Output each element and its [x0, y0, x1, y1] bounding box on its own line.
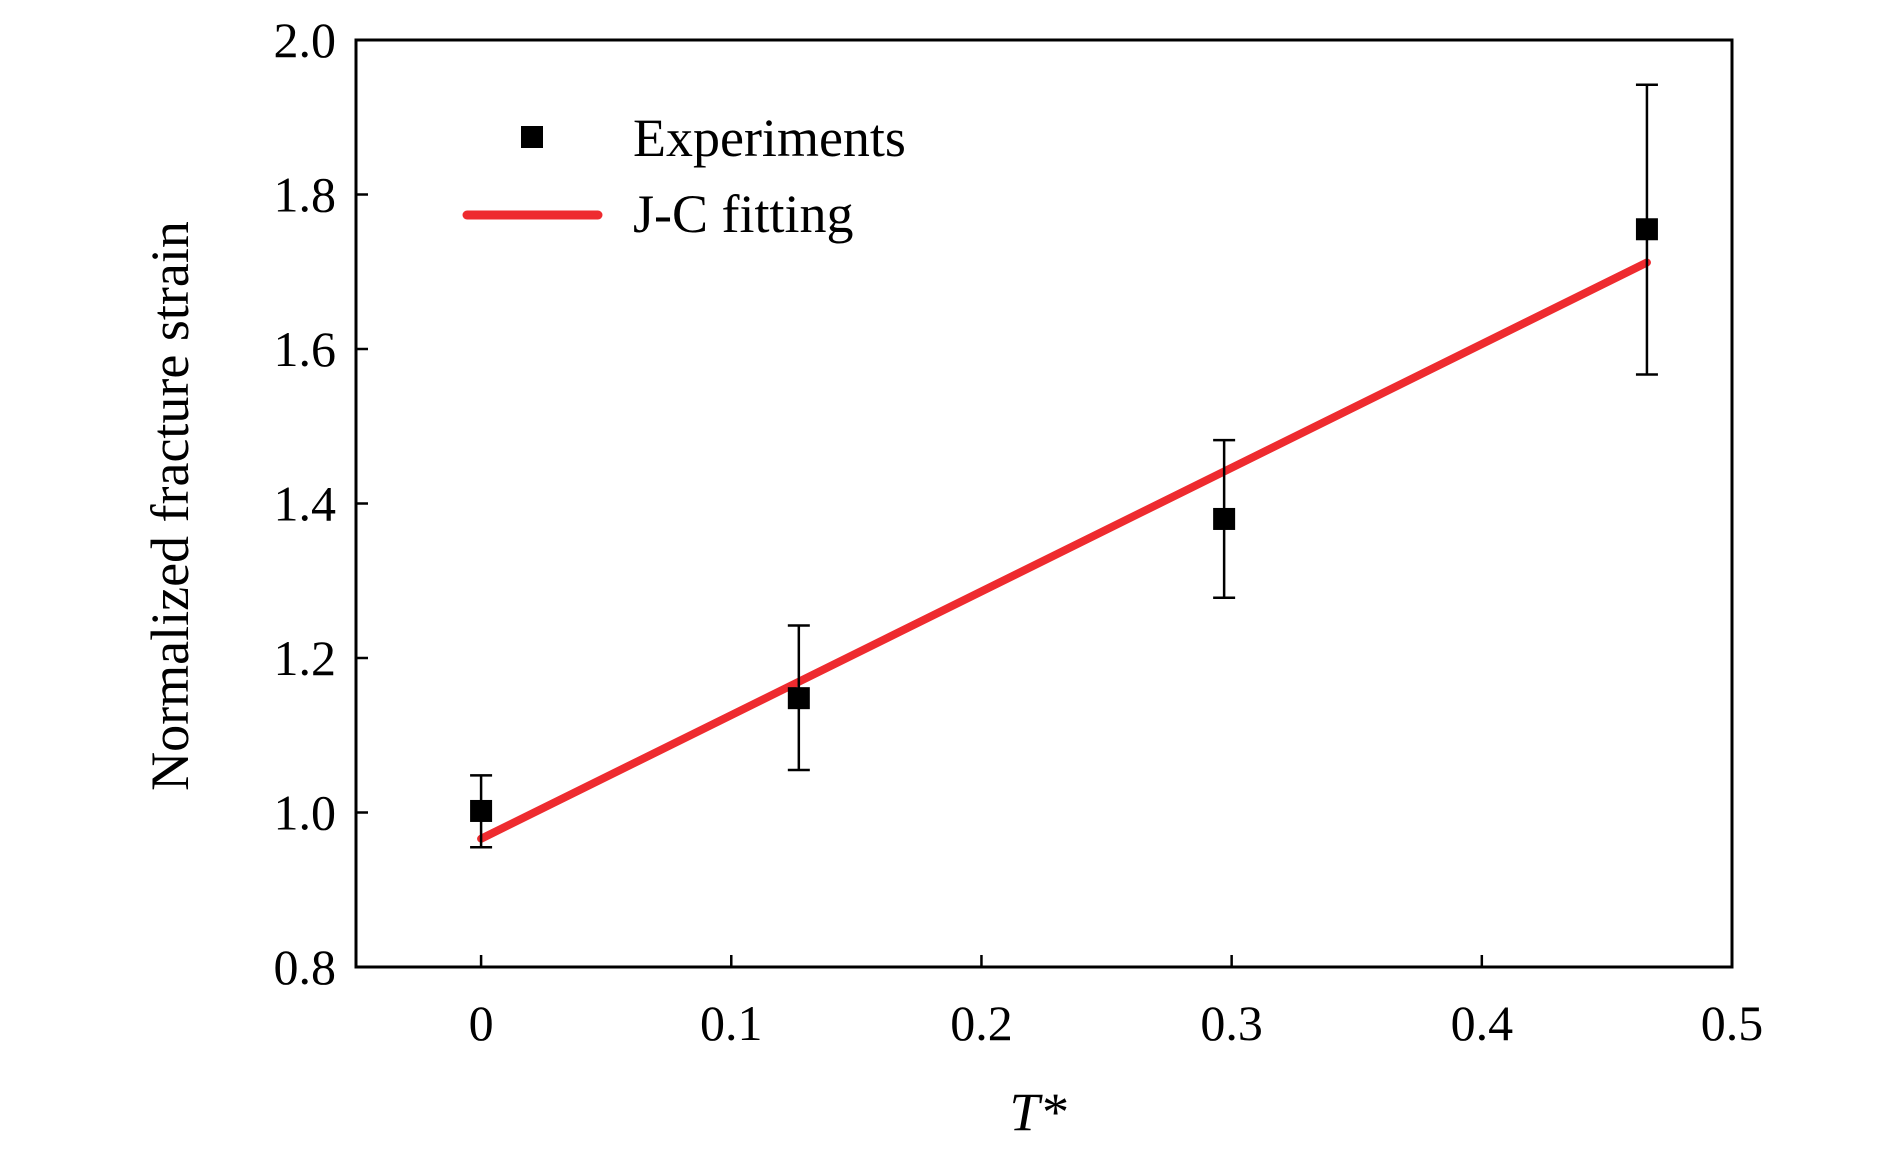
y-tick-label: 1.0	[274, 785, 337, 841]
y-tick-label: 1.6	[274, 321, 337, 377]
data-point	[470, 799, 493, 822]
x-tick-label: 0	[469, 995, 494, 1051]
y-tick-label: 1.8	[274, 167, 337, 223]
data-point	[1635, 218, 1658, 241]
y-tick-label: 2.0	[274, 12, 337, 68]
data-point	[787, 687, 810, 710]
y-axis: 0.8 1.0 1.2 1.4 1.6 1.8 2.0	[274, 12, 368, 995]
y-axis-title: Normalized fracture strain	[140, 221, 200, 791]
series-jc-fitting	[477, 258, 1651, 843]
plot-frame	[354, 38, 1734, 969]
x-axis-title: T*	[1009, 1082, 1066, 1142]
series-experiments	[470, 83, 1658, 849]
y-tick-label: 1.2	[274, 630, 337, 686]
x-tick-label: 0.1	[700, 995, 763, 1051]
x-tick-label: 0.4	[1451, 995, 1514, 1051]
data-point	[1213, 507, 1236, 530]
x-tick-label: 0.2	[950, 995, 1013, 1051]
y-tick-label: 1.4	[274, 476, 337, 532]
y-tick-label: 0.8	[274, 939, 337, 995]
fit-line	[477, 258, 1651, 843]
legend-label-jc-fitting: J-C fitting	[633, 184, 854, 244]
legend-marker-experiments	[521, 126, 543, 148]
legend-label-experiments: Experiments	[633, 108, 906, 168]
legend: Experiments J-C fitting	[462, 108, 906, 244]
x-tick-label: 0.5	[1701, 995, 1764, 1051]
x-axis: 0 0.1 0.2 0.3 0.4 0.5	[469, 955, 1764, 1051]
x-tick-label: 0.3	[1200, 995, 1263, 1051]
